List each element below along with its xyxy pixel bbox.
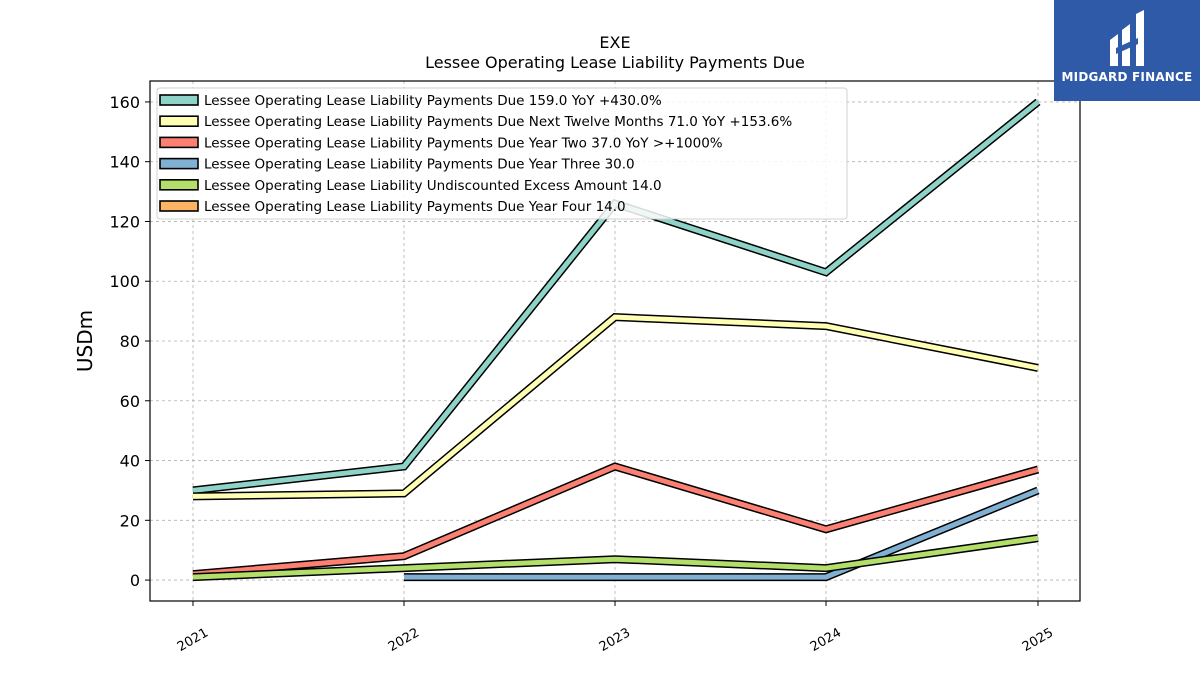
legend-swatch: [159, 157, 199, 170]
series-line-3: [404, 486, 1040, 582]
legend-swatch: [159, 200, 199, 212]
legend-swatch: [159, 136, 199, 149]
x-tick-label: 2025: [1020, 625, 1056, 655]
x-tick-label: 2023: [597, 625, 633, 655]
x-tick-label: 2022: [386, 625, 422, 655]
y-tick-label: 160: [109, 93, 140, 112]
legend-entry: Lessee Operating Lease Liability Payment…: [204, 93, 662, 109]
legend-entry: Lessee Operating Lease Liability Payment…: [204, 114, 792, 130]
y-tick-label: 40: [120, 452, 140, 471]
x-tick-label: 2021: [175, 625, 211, 655]
y-tick-label: 0: [130, 571, 140, 590]
series-stroke: [404, 488, 1039, 580]
y-tick-label: 120: [109, 212, 140, 231]
y-axis-label: USDm: [73, 310, 97, 372]
legend-swatch: [159, 94, 199, 106]
logo-text: MIDGARD FINANCE: [1061, 70, 1193, 84]
logo-mark-icon: [1110, 10, 1144, 66]
y-tick-label: 100: [109, 272, 140, 291]
y-axis-ticks: 0 20 40 60 80 100 120 140 160: [109, 93, 150, 590]
x-tick-label: 2024: [808, 625, 844, 655]
legend-entry: Lessee Operating Lease Liability Payment…: [204, 135, 723, 151]
brand-logo: MIDGARD FINANCE: [1054, 0, 1200, 101]
series-stroke: [192, 463, 1039, 577]
series-stroke: [192, 314, 1039, 499]
series-line-4: [192, 534, 1039, 582]
y-tick-label: 140: [109, 153, 140, 172]
chart-title: EXE: [599, 33, 630, 52]
series-stroke: [192, 535, 1039, 580]
legend-box: [156, 87, 848, 220]
y-tick-label: 80: [120, 332, 140, 351]
legend-entry: Lessee Operating Lease Liability Payment…: [204, 199, 626, 215]
series-line-1: [192, 313, 1039, 501]
chart-subtitle: Lessee Operating Lease Liability Payment…: [425, 53, 805, 72]
x-axis-ticks: 2021 2022 2023 2024 2025: [175, 601, 1056, 655]
series-line-2: [192, 462, 1040, 579]
legend-swatch: [159, 179, 199, 191]
legend: Lessee Operating Lease Liability Payment…: [156, 87, 848, 220]
legend-entry: Lessee Operating Lease Liability Payment…: [204, 157, 635, 173]
legend-swatch: [159, 115, 199, 127]
y-tick-label: 60: [120, 392, 140, 411]
y-tick-label: 20: [120, 511, 140, 530]
legend-entry: Lessee Operating Lease Liability Undisco…: [204, 178, 662, 194]
